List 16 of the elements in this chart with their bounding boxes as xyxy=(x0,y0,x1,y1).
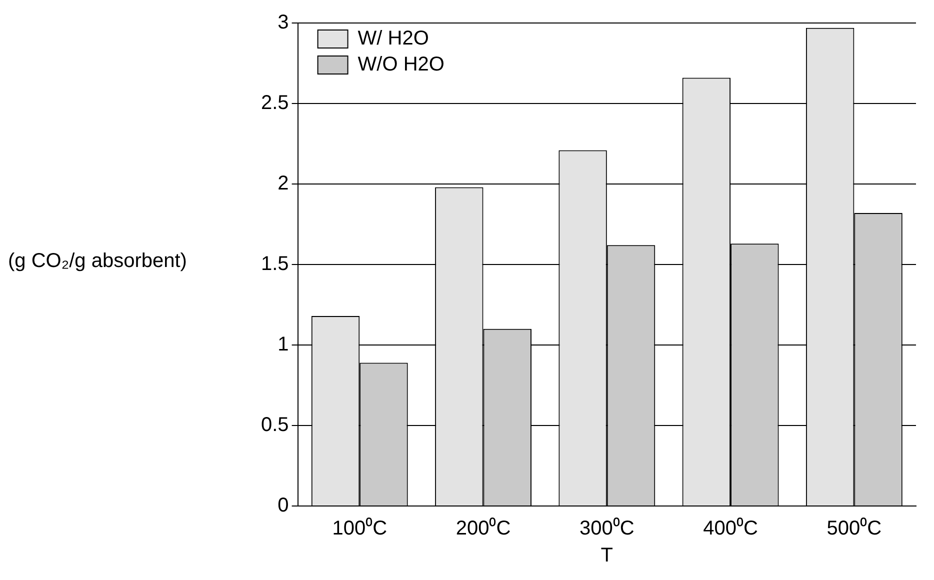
y-tick-label: 1 xyxy=(278,334,289,356)
x-tick-label: 500⁰C xyxy=(826,516,882,540)
y-tick-label: 0 xyxy=(278,494,289,517)
legend-label: W/ H2O xyxy=(358,28,429,50)
y-tick-label: 0.5 xyxy=(260,414,289,436)
x-axis-title: T xyxy=(600,544,614,567)
x-tick-label: 400⁰C xyxy=(703,516,758,540)
x-tick-label: 300⁰C xyxy=(579,516,634,540)
y-tick-label: 3 xyxy=(278,12,289,34)
x-tick-label: 200⁰C xyxy=(456,516,511,540)
x-tick-label: 100⁰C xyxy=(332,516,388,540)
y-tick-label: 2 xyxy=(278,172,289,195)
y-tick-label: 1.5 xyxy=(260,253,289,276)
y-axis-title: (g CO₂/g absorbent) xyxy=(8,250,187,273)
legend-label: W/O H2O xyxy=(358,54,444,76)
y-tick-label: 2.5 xyxy=(260,92,289,114)
